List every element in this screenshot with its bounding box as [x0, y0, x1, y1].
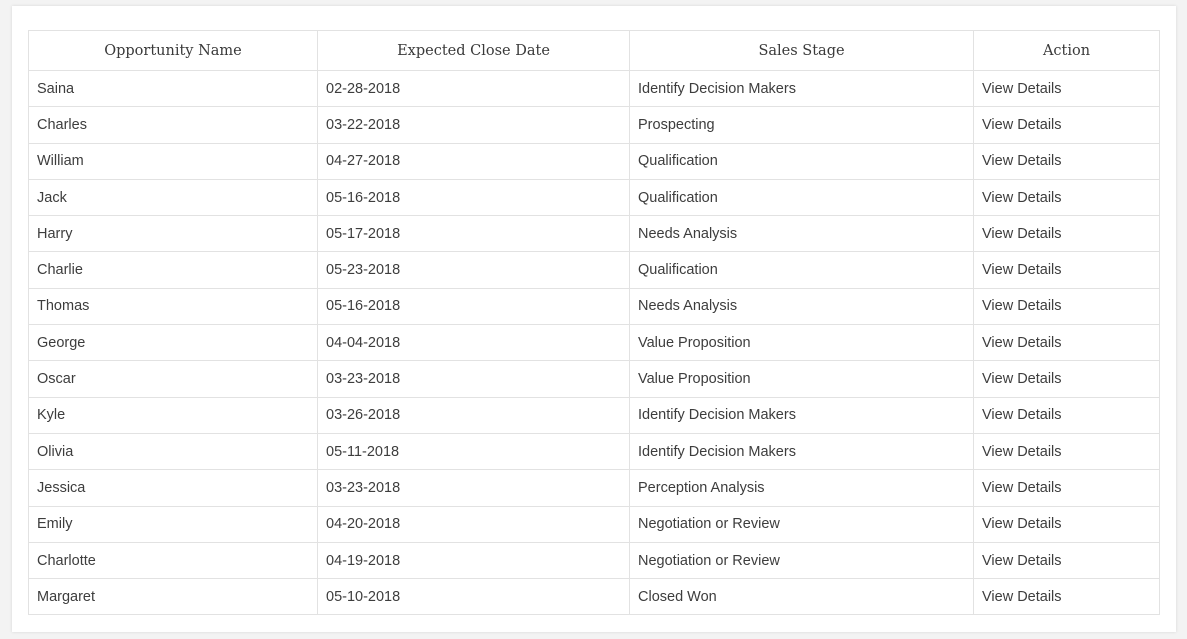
opportunity-name-cell: Jack: [28, 178, 318, 217]
sales-stage-cell: Qualification: [629, 178, 974, 217]
view-details-link[interactable]: View Details: [973, 142, 1160, 180]
view-details-link[interactable]: View Details: [973, 541, 1160, 580]
opportunity-name-cell: Emily: [28, 505, 318, 543]
sales-stage-cell: Negotiation or Review: [629, 505, 974, 543]
close-date-cell: 05-16-2018: [317, 287, 630, 326]
opportunity-name-cell: Jessica: [28, 469, 318, 507]
close-date-cell: 03-23-2018: [317, 360, 630, 398]
table-row: Margaret 05-10-2018 Closed Won View Details: [28, 578, 1160, 616]
sales-stage-cell: Negotiation or Review: [629, 541, 974, 580]
view-details-link[interactable]: View Details: [973, 69, 1160, 108]
table-row: Jack 05-16-2018 Qualification View Details: [28, 178, 1160, 217]
close-date-cell: 04-04-2018: [317, 324, 630, 362]
header-opportunity-name: Opportunity Name: [28, 30, 318, 71]
sales-stage-cell: Qualification: [629, 142, 974, 180]
close-date-cell: 02-28-2018: [317, 69, 630, 108]
table-row: William 04-27-2018 Qualification View Detai…: [28, 142, 1160, 180]
close-date-cell: 05-16-2018: [317, 178, 630, 217]
opportunity-name-cell: Charlotte: [28, 541, 318, 580]
table-row: Emily 04-20-2018 Negotiation or Review View…: [28, 505, 1160, 543]
close-date-cell: 04-19-2018: [317, 541, 630, 580]
sales-stage-cell: Needs Analysis: [629, 215, 974, 253]
opportunity-name-cell: Olivia: [28, 432, 318, 471]
view-details-link[interactable]: View Details: [973, 396, 1160, 434]
close-date-cell: 04-27-2018: [317, 142, 630, 180]
sales-stage-cell: Identify Decision Makers: [629, 432, 974, 471]
opportunities-table: Opportunity Name Expected Close Date Sal…: [28, 30, 1160, 616]
opportunity-name-cell: William: [28, 142, 318, 180]
table-header-row: Opportunity Name Expected Close Date Sal…: [28, 30, 1160, 71]
opportunity-name-cell: Thomas: [28, 287, 318, 326]
view-details-link[interactable]: View Details: [973, 324, 1160, 362]
sales-stage-cell: Prospecting: [629, 106, 974, 144]
table-row: Charlie 05-23-2018 Qualification View Detai…: [28, 251, 1160, 289]
opportunities-card: Opportunity Name Expected Close Date Sal…: [12, 6, 1176, 632]
table-row: Kyle 03-26-2018 Identify Decision Makers Vi…: [28, 396, 1160, 434]
view-details-link[interactable]: View Details: [973, 432, 1160, 471]
view-details-link[interactable]: View Details: [973, 505, 1160, 543]
close-date-cell: 03-22-2018: [317, 106, 630, 144]
view-details-link[interactable]: View Details: [973, 215, 1160, 253]
sales-stage-cell: Value Proposition: [629, 360, 974, 398]
table-row: Charles 03-22-2018 Prospecting View Details: [28, 106, 1160, 144]
header-sales-stage: Sales Stage: [629, 30, 974, 71]
sales-stage-cell: Needs Analysis: [629, 287, 974, 326]
close-date-cell: 05-23-2018: [317, 251, 630, 289]
close-date-cell: 05-11-2018: [317, 432, 630, 471]
close-date-cell: 03-26-2018: [317, 396, 630, 434]
view-details-link[interactable]: View Details: [973, 287, 1160, 326]
header-action: Action: [973, 30, 1160, 71]
table-row: Charlotte 04-19-2018 Negotiation or Review…: [28, 541, 1160, 580]
sales-stage-cell: Perception Analysis: [629, 469, 974, 507]
table-row: Thomas 05-16-2018 Needs Analysis View Detai…: [28, 287, 1160, 326]
close-date-cell: 04-20-2018: [317, 505, 630, 543]
table-row: Oscar 03-23-2018 Value Proposition View Det…: [28, 360, 1160, 398]
sales-stage-cell: Identify Decision Makers: [629, 69, 974, 108]
opportunity-name-cell: Harry: [28, 215, 318, 253]
close-date-cell: 03-23-2018: [317, 469, 630, 507]
sales-stage-cell: Qualification: [629, 251, 974, 289]
opportunity-name-cell: Oscar: [28, 360, 318, 398]
view-details-link[interactable]: View Details: [973, 106, 1160, 144]
opportunity-name-cell: Kyle: [28, 396, 318, 434]
sales-stage-cell: Value Proposition: [629, 324, 974, 362]
opportunity-name-cell: Saina: [28, 69, 318, 108]
opportunity-name-cell: George: [28, 324, 318, 362]
view-details-link[interactable]: View Details: [973, 360, 1160, 398]
close-date-cell: 05-17-2018: [317, 215, 630, 253]
opportunity-name-cell: Charles: [28, 106, 318, 144]
table-row: Saina 02-28-2018 Identify Decision Makers V…: [28, 69, 1160, 108]
table-row: George 04-04-2018 Value Proposition View De…: [28, 324, 1160, 362]
view-details-link[interactable]: View Details: [973, 251, 1160, 289]
opportunity-name-cell: Margaret: [28, 578, 318, 616]
table-row: Jessica 03-23-2018 Perception Analysis View…: [28, 469, 1160, 507]
sales-stage-cell: Identify Decision Makers: [629, 396, 974, 434]
close-date-cell: 05-10-2018: [317, 578, 630, 616]
view-details-link[interactable]: View Details: [973, 469, 1160, 507]
header-expected-close-date: Expected Close Date: [317, 30, 630, 71]
sales-stage-cell: Closed Won: [629, 578, 974, 616]
table-row: Harry 05-17-2018 Needs Analysis View Detail…: [28, 215, 1160, 253]
opportunity-name-cell: Charlie: [28, 251, 318, 289]
table-row: Olivia 05-11-2018 Identify Decision Makers…: [28, 432, 1160, 471]
view-details-link[interactable]: View Details: [973, 178, 1160, 217]
view-details-link[interactable]: View Details: [973, 578, 1160, 616]
